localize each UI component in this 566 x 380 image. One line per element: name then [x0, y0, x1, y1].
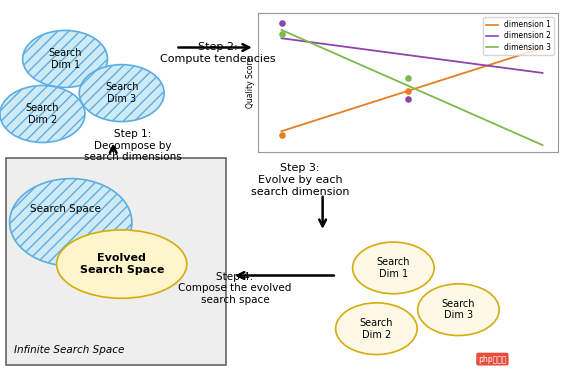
Text: Search Space: Search Space — [29, 204, 101, 214]
Bar — [6, 158, 226, 365]
Text: Step 1:
Decompose by
search dimensions: Step 1: Decompose by search dimensions — [84, 129, 182, 162]
Ellipse shape — [0, 86, 85, 142]
Text: Search
Dim 2: Search Dim 2 — [25, 103, 59, 125]
Text: Infinite Search Space: Infinite Search Space — [14, 345, 125, 355]
Text: php中文网: php中文网 — [478, 355, 507, 364]
Ellipse shape — [57, 230, 187, 298]
Ellipse shape — [336, 303, 417, 355]
Text: Search
Dim 3: Search Dim 3 — [441, 299, 475, 320]
Text: Search
Dim 1: Search Dim 1 — [48, 48, 82, 70]
Text: Search
Dim 1: Search Dim 1 — [376, 257, 410, 279]
Text: Search
Dim 3: Search Dim 3 — [105, 82, 139, 104]
Ellipse shape — [10, 179, 132, 266]
Text: Evolved
Search Space: Evolved Search Space — [79, 253, 164, 275]
Text: Step 3:
Evolve by each
search dimension: Step 3: Evolve by each search dimension — [251, 163, 349, 196]
Text: Step 2:
Compute tendencies: Step 2: Compute tendencies — [160, 43, 276, 64]
Text: Step 4:
Compose the evolved
search space: Step 4: Compose the evolved search space — [178, 272, 291, 305]
Ellipse shape — [353, 242, 434, 294]
Ellipse shape — [418, 284, 499, 336]
Text: Search
Dim 2: Search Dim 2 — [359, 318, 393, 339]
Ellipse shape — [79, 65, 164, 122]
Ellipse shape — [23, 30, 108, 87]
